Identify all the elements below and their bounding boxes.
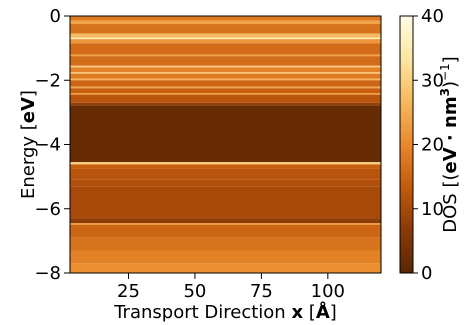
dos-band <box>70 223 381 225</box>
dos-band <box>70 39 381 44</box>
x-tick-label: 100 <box>311 281 345 302</box>
dos-band <box>70 86 381 89</box>
colorbar <box>399 15 414 274</box>
colorbar-ticks: 0 10 20 30 40 <box>413 6 444 284</box>
x-axis-ticks: 25 50 75 100 <box>117 273 345 302</box>
dos-band <box>70 80 381 87</box>
dos-band <box>70 33 381 38</box>
y-tick-label: 0 <box>50 6 61 27</box>
y-axis-label: Energy [eV] <box>18 90 39 199</box>
y-tick-label: −4 <box>34 135 61 156</box>
dos-band <box>70 218 381 224</box>
dos-band <box>70 250 381 264</box>
y-tick-label: −8 <box>34 263 61 284</box>
dos-band <box>70 78 381 81</box>
colorbar-tick-label: 0 <box>421 263 432 284</box>
colorbar-label: DOS [(eV · nm3)−1] <box>438 56 461 232</box>
dos-band <box>70 88 381 94</box>
dos-band <box>70 72 381 74</box>
x-tick-label: 75 <box>250 281 273 302</box>
x-axis-label: Transport Direction x [Å] <box>113 300 337 323</box>
dos-band <box>70 67 381 73</box>
y-tick-label: −2 <box>34 70 61 91</box>
dos-band <box>70 179 381 187</box>
dos-band <box>70 164 381 169</box>
dos-band <box>70 105 381 163</box>
heatmap-plot-area <box>70 16 381 273</box>
dos-band <box>70 224 381 238</box>
dos-band <box>70 20 381 25</box>
colorbar-tick-label: 20 <box>421 135 444 156</box>
dos-band <box>70 43 381 55</box>
dos-band <box>70 56 381 66</box>
dos-band <box>70 24 381 34</box>
y-tick-label: −6 <box>34 199 61 220</box>
dos-band <box>70 37 381 40</box>
dos-band <box>70 94 381 103</box>
dos-band <box>70 102 381 106</box>
x-tick-label: 50 <box>183 281 206 302</box>
colorbar-tick-label: 40 <box>421 6 444 27</box>
dos-band <box>70 54 381 57</box>
y-axis-ticks: 0 −2 −4 −6 −8 <box>34 6 70 284</box>
colorbar-tick-label: 30 <box>421 70 444 91</box>
dos-band <box>70 65 381 68</box>
colorbar-tick-label: 10 <box>421 199 444 220</box>
dos-band <box>70 73 381 79</box>
dos-band <box>70 263 381 273</box>
x-tick-label: 25 <box>117 281 140 302</box>
dos-band <box>70 168 381 180</box>
dos-band <box>70 186 381 219</box>
dos-band <box>70 16 381 21</box>
dos-band <box>70 93 381 95</box>
dos-band <box>70 162 381 165</box>
dos-band <box>70 237 381 251</box>
